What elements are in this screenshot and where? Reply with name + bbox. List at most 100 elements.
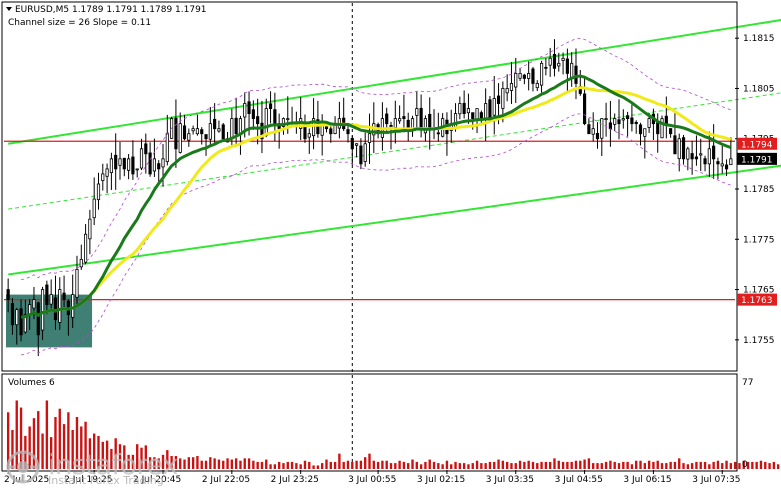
candle [544, 57, 548, 76]
candle [694, 135, 699, 166]
candle-body [669, 128, 673, 135]
y-axis-tick-label: 1.1755 [743, 336, 775, 346]
candle [574, 48, 578, 100]
volume-panel-frame [1, 373, 738, 472]
y-axis-tick-label: 1.1815 [743, 34, 775, 44]
candle-body [539, 62, 544, 86]
candle [458, 96, 462, 120]
y-axis-tick-label: 1.1785 [743, 185, 775, 195]
volume-bar [751, 461, 754, 469]
candle-body [105, 168, 109, 177]
volume-bar [213, 458, 216, 469]
volume-bar [647, 460, 651, 469]
volume-bar [11, 430, 14, 469]
candle [204, 134, 208, 156]
volume-bar [445, 460, 449, 469]
candle [92, 177, 96, 226]
price-tag-box [737, 293, 777, 306]
candle-body [23, 314, 27, 333]
volume-bar [230, 459, 234, 469]
candle-body [436, 132, 440, 135]
candle-body [281, 118, 286, 127]
candle-body [92, 198, 96, 219]
volume-bar [239, 460, 242, 469]
candle-body [230, 118, 234, 139]
volume-bar [776, 464, 780, 469]
volume-bar [725, 460, 728, 469]
volume-bar [682, 463, 685, 469]
candle-body [488, 99, 492, 120]
volume-bar [342, 461, 345, 469]
candle [548, 47, 552, 77]
volume-bar [635, 460, 638, 469]
volume-bar [28, 426, 31, 469]
candle-body [557, 62, 561, 67]
volume-bar [536, 463, 539, 469]
candle [195, 114, 200, 136]
header-text: EURUSD,M5 1.1789 1.1791 1.1789 1.1791 Ch… [6, 5, 207, 28]
volume-bar [643, 463, 646, 469]
candle [488, 96, 492, 120]
candle-body [647, 118, 651, 128]
volume-bar [570, 461, 573, 469]
price-panel-frame [1, 1, 738, 372]
volume-bar [428, 459, 431, 469]
volume-bar [600, 463, 603, 469]
candle-body [161, 158, 165, 168]
volume-bar [204, 460, 208, 469]
candle-body [699, 153, 703, 156]
candle-body [613, 118, 617, 125]
volume-bar [484, 463, 487, 469]
volume-bar [286, 461, 289, 469]
candle-body [630, 117, 634, 125]
candle [505, 74, 509, 102]
volume-bar [346, 460, 350, 469]
volume-bar [596, 463, 599, 469]
candle-body [574, 65, 578, 84]
x-axis-tick-label: 3 Jul 03:35 [486, 475, 534, 485]
candle [565, 48, 569, 93]
volume-bar [699, 461, 702, 469]
volume-bar [703, 461, 707, 469]
candle-body [398, 118, 402, 122]
volume-bar [308, 461, 311, 469]
candle-body [458, 103, 462, 115]
volume-bar [389, 463, 393, 469]
volume-bar [411, 459, 414, 469]
candle-body [256, 116, 260, 125]
watermark-tagline: Instant Forex Trading [48, 474, 164, 487]
candle [527, 61, 531, 91]
candle-body [453, 113, 458, 129]
volume-bar [260, 461, 264, 469]
candle [720, 145, 724, 174]
volume-bar [127, 454, 130, 469]
volume-bar [187, 457, 191, 469]
volume-bar [364, 457, 367, 469]
candle [367, 113, 372, 164]
candle-body [182, 125, 187, 140]
volume-bar [764, 461, 767, 469]
volume-bar [140, 447, 143, 469]
volume-bar [759, 460, 763, 469]
candle-body [144, 143, 148, 155]
volume-bar [316, 465, 320, 469]
volume-bar [269, 464, 272, 469]
candle [139, 138, 144, 171]
volume-bar [768, 463, 771, 469]
volume-axis-max: 77 [742, 378, 753, 388]
candle-body [311, 118, 316, 137]
volume-axis-min: 0 [742, 460, 748, 470]
candle-body [604, 118, 608, 121]
price-tag-label: 1.1794 [741, 140, 773, 150]
volume-bar [557, 460, 560, 469]
candle-body [509, 83, 514, 91]
candle [617, 99, 621, 140]
candle [514, 57, 518, 104]
x-axis-tick-label: 2 Jul 19:25 [64, 475, 112, 485]
candle-body [501, 88, 505, 109]
frame-layer [1, 1, 738, 472]
candle-body [32, 299, 36, 309]
candle [311, 98, 316, 150]
volume-bar [49, 437, 53, 469]
candle [346, 124, 350, 143]
